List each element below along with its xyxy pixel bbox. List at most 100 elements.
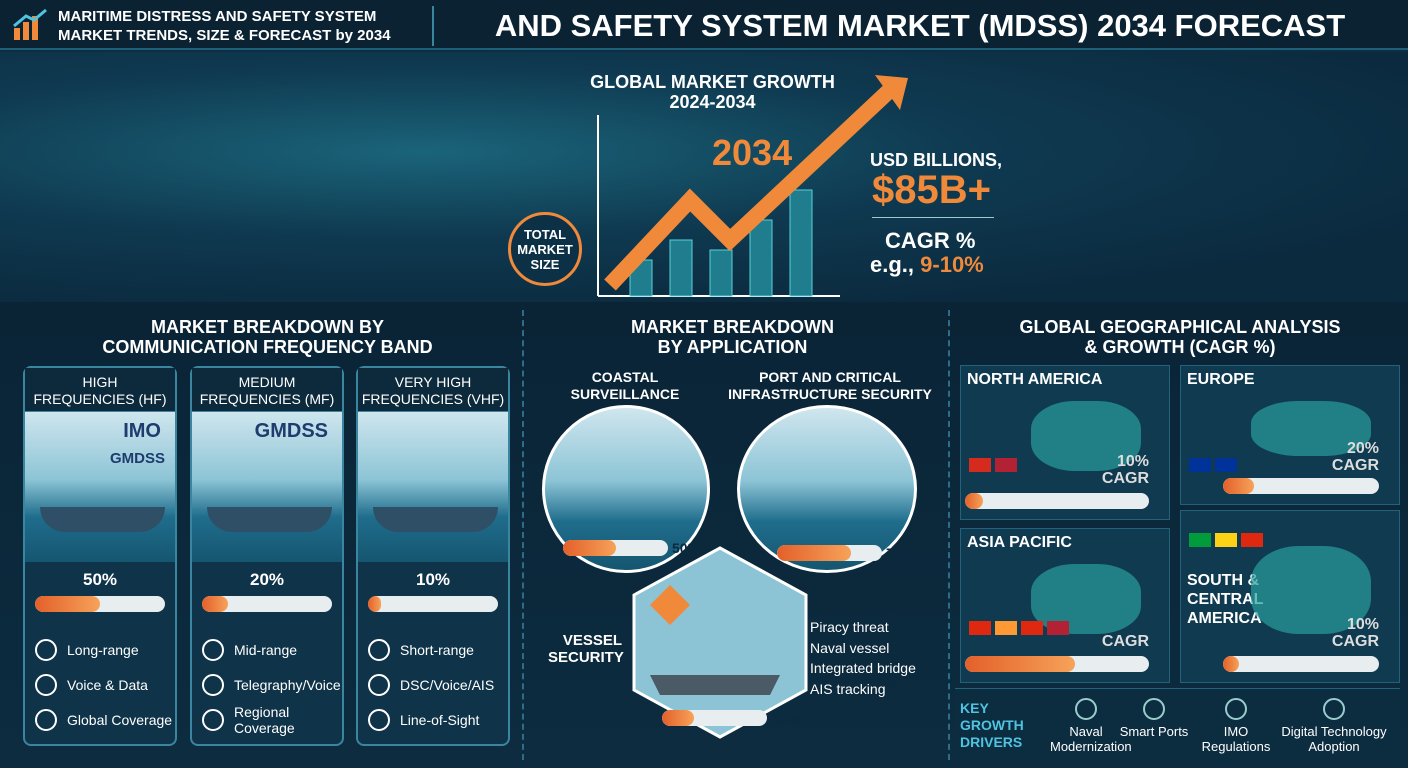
region-growth: 10% CAGR xyxy=(1102,453,1149,487)
feature-icon xyxy=(368,673,390,696)
shape xyxy=(650,675,780,695)
shape: PORT AND CRITICAL xyxy=(759,369,901,385)
shape: 20% xyxy=(1346,440,1379,457)
shape: 2024-2034 xyxy=(669,92,756,112)
text: Mid-range xyxy=(234,641,298,658)
shape xyxy=(650,585,690,625)
driver: Smart Ports xyxy=(1118,698,1190,739)
feature-icon xyxy=(202,708,224,731)
application-name: PORT AND CRITICAL INFRASTRUCTURE SECURITY xyxy=(725,369,935,403)
bar-track xyxy=(1223,656,1379,672)
driver: Digital Technology Adoption xyxy=(1278,698,1390,754)
feature-icon xyxy=(35,673,57,696)
shape xyxy=(14,28,20,40)
shape: Piracy threat xyxy=(810,619,889,635)
flag xyxy=(1215,458,1237,472)
region-growth: 10% CAGR xyxy=(1332,616,1379,650)
shape xyxy=(709,249,733,297)
shape xyxy=(777,545,882,561)
total-market-badge: TOTAL MARKET SIZE xyxy=(508,212,582,286)
shape xyxy=(13,8,47,28)
flags xyxy=(1187,531,1265,554)
bar xyxy=(35,596,100,612)
application-name: COASTAL SURVEILLANCE xyxy=(545,369,705,403)
flags xyxy=(967,619,1071,642)
text-line: Digital Technology xyxy=(1281,724,1387,739)
feature: Regional Coverage xyxy=(192,702,342,737)
text-line: FREQUENCIES (VHF) xyxy=(361,391,505,407)
flag xyxy=(1047,621,1069,635)
text-line: EUROPE xyxy=(1187,371,1255,388)
logo-icon xyxy=(13,8,47,40)
shape xyxy=(604,84,896,291)
main-title: AND SAFETY SYSTEM MARKET (MDSS) 2034 FOR… xyxy=(494,8,1346,43)
market-size: $85B+ xyxy=(872,168,991,212)
text: Line-of-Sight xyxy=(400,711,480,728)
feature: Line-of-Sight xyxy=(358,702,508,737)
text-line: SOUTH & xyxy=(1187,572,1259,589)
band-illustration xyxy=(358,412,508,562)
region-name: ASIA PACIFIC xyxy=(967,533,1072,552)
shape: CAGR xyxy=(1101,470,1149,487)
shape: SECURITY xyxy=(548,649,624,666)
drivers-title: KEY GROWTH DRIVERS xyxy=(960,700,1024,751)
application-name: VESSEL SECURITY xyxy=(548,632,624,666)
shape xyxy=(23,22,29,40)
bar-track xyxy=(965,493,1149,509)
driver-icon xyxy=(1225,698,1247,720)
shape xyxy=(669,239,693,297)
band-name: MEDIUM FREQUENCIES (MF) xyxy=(192,368,342,412)
text-line: HIGH xyxy=(82,374,118,390)
driver-icon xyxy=(1075,698,1097,720)
flag xyxy=(995,621,1017,635)
region-panel: SOUTH & CENTRAL AMERICA 10% CAGR xyxy=(1180,510,1400,683)
shape: Integrated bridge xyxy=(810,660,916,676)
flags xyxy=(967,456,1019,479)
feature: Telegraphy/Voice xyxy=(192,667,342,702)
shape: COMMUNICATION FREQUENCY BAND xyxy=(102,337,433,357)
feature: Global Coverage xyxy=(25,702,175,737)
text: Regional Coverage xyxy=(234,703,295,736)
flag xyxy=(969,458,991,472)
shape: 10% xyxy=(1116,453,1149,470)
bar-track xyxy=(1223,478,1379,494)
text: 9-10% xyxy=(920,252,984,277)
bar xyxy=(662,710,694,726)
shape: CAGR xyxy=(1101,633,1149,650)
band-illustration: GMDSS xyxy=(192,412,342,562)
vessel-notes: Piracy threat Naval vessel Integrated brid… xyxy=(810,617,916,699)
bar xyxy=(965,656,1076,672)
shape: MARKET TRENDS, SIZE & FORECAST by 2034 xyxy=(58,27,391,44)
text: Global Coverage xyxy=(67,711,173,728)
bar-track xyxy=(368,596,498,612)
shape: & GROWTH (CAGR %) xyxy=(1084,337,1276,357)
logo-text: IMO xyxy=(123,420,161,442)
shape: SIZE xyxy=(530,257,560,272)
band-name: HIGH FREQUENCIES (HF) xyxy=(25,368,175,412)
bar xyxy=(202,596,228,612)
driver: IMO Regulations xyxy=(1200,698,1272,754)
shape: MARKET BREAKDOWN xyxy=(631,317,834,337)
shape xyxy=(875,75,908,110)
share-label: 70% xyxy=(886,545,915,561)
bar-track xyxy=(777,545,882,561)
text-line: MEDIUM xyxy=(238,374,296,390)
band-card: MEDIUM FREQUENCIES (MF) GMDSS 20% Mid-ran… xyxy=(190,366,344,746)
share-label: 10% xyxy=(415,570,451,589)
shape xyxy=(789,189,813,297)
bar-track xyxy=(35,596,165,612)
shape: DRIVERS xyxy=(960,734,1023,750)
text-line: FREQUENCIES (MF) xyxy=(199,391,335,407)
region-map xyxy=(1031,401,1141,471)
flag xyxy=(1215,533,1237,547)
divider xyxy=(522,310,524,760)
share-label: 50% xyxy=(672,540,701,556)
divider xyxy=(872,217,994,218)
feature-icon xyxy=(368,708,390,731)
shape: SURVEILLANCE xyxy=(570,386,680,402)
shape: GLOBAL MARKET GROWTH xyxy=(590,72,835,92)
flag xyxy=(1189,458,1211,472)
shape: GROWTH xyxy=(960,717,1024,733)
shape xyxy=(662,710,767,726)
cagr-label: CAGR % xyxy=(885,228,976,253)
